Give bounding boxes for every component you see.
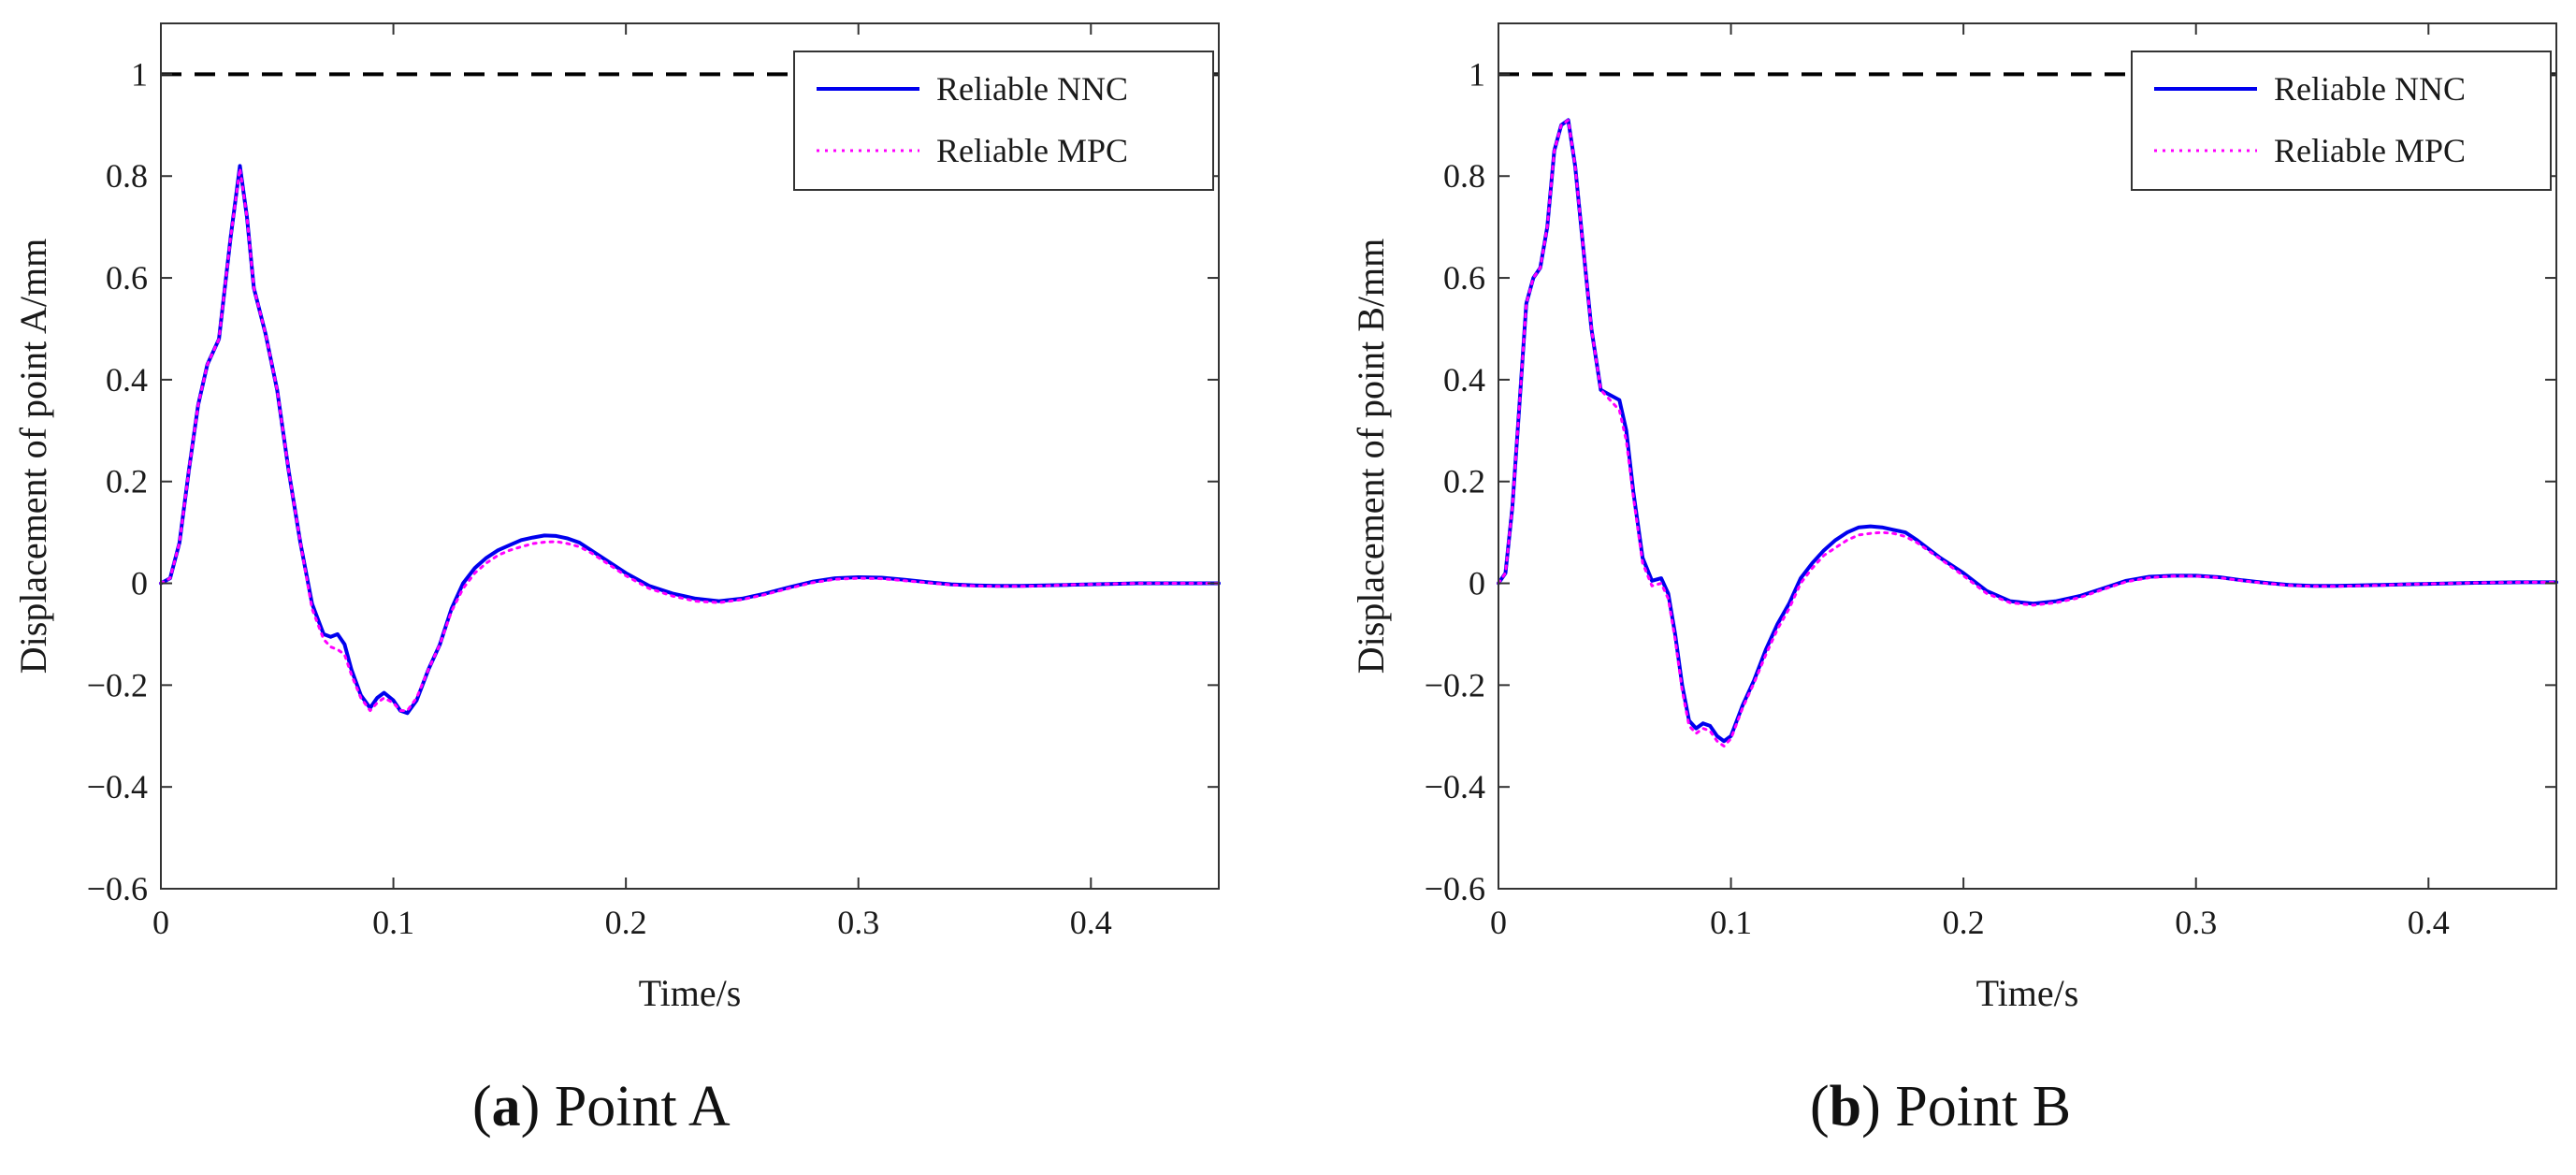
legend-box-a bbox=[793, 51, 1214, 191]
x-axis-label-a: Time/s bbox=[639, 972, 742, 1014]
y-tick-label-a: 0.8 bbox=[106, 157, 148, 195]
y-tick-label-b: −0.6 bbox=[1425, 870, 1485, 907]
y-axis-label-a: Displacement of point A/mm bbox=[12, 239, 54, 675]
plot-frame-b bbox=[1498, 22, 2557, 890]
chart-b: 0 0.1 0.2 0.3 0.4 −0.6 −0.4 −0.2 0 0.2 0.4 0.6 0.8 1 T… bbox=[1350, 22, 2558, 1014]
y-tick-label-a: −0.6 bbox=[87, 870, 148, 907]
y-axis-label-b: Displacement of point B/mm bbox=[1350, 239, 1392, 675]
y-tick-label-b: −0.4 bbox=[1425, 768, 1485, 805]
x-tick-label-b: 0.4 bbox=[2408, 904, 2450, 941]
series-line-nnc-a bbox=[159, 164, 1221, 716]
y-tick-label-b: 0.2 bbox=[1443, 463, 1485, 500]
legend-label-nnc-b: Reliable NNC bbox=[2274, 70, 2466, 108]
y-tick-label-b: 0 bbox=[1469, 565, 1485, 602]
x-tick-label-a: 0.4 bbox=[1070, 904, 1112, 941]
x-tick-label-a: 0.1 bbox=[372, 904, 414, 941]
x-tick-label-a: 0.3 bbox=[837, 904, 879, 941]
y-tick-label-a: 0.2 bbox=[106, 463, 148, 500]
x-axis-label-b: Time/s bbox=[1976, 972, 2079, 1014]
chart-a: 0 0.1 0.2 0.3 0.4 −0.6 −0.4 −0.2 0 0.2 0.4 0.6 0.8 1 T… bbox=[12, 22, 1221, 1014]
y-tick-label-a: −0.4 bbox=[87, 768, 148, 805]
y-tick-label-b: 0.4 bbox=[1443, 361, 1485, 399]
y-tick-label-a: 0.4 bbox=[106, 361, 148, 399]
legend-label-mpc-b: Reliable MPC bbox=[2274, 132, 2466, 169]
y-tick-label-b: 0.6 bbox=[1443, 259, 1485, 297]
y-tick-label-b: 1 bbox=[1469, 55, 1485, 93]
x-tick-label-a: 0 bbox=[152, 904, 169, 941]
series-line-nnc-b bbox=[1497, 118, 2558, 744]
legend-label-mpc-a: Reliable MPC bbox=[936, 132, 1128, 169]
caption-a: (a) Point A bbox=[472, 1075, 731, 1139]
y-tick-label-b: −0.2 bbox=[1425, 666, 1485, 704]
x-tick-label-b: 0.1 bbox=[1710, 904, 1752, 941]
plot-frame-a bbox=[160, 22, 1220, 890]
legend-box-b bbox=[2131, 51, 2552, 191]
y-tick-label-b: 0.8 bbox=[1443, 157, 1485, 195]
caption-b: (b) Point B bbox=[1810, 1075, 2072, 1139]
y-tick-label-a: 0.6 bbox=[106, 259, 148, 297]
series-line-mpc-a bbox=[159, 167, 1221, 713]
y-tick-label-a: −0.2 bbox=[87, 666, 148, 704]
x-tick-label-b: 0 bbox=[1490, 904, 1507, 941]
series-line-mpc-b bbox=[1497, 118, 2558, 748]
x-tick-label-b: 0.2 bbox=[1943, 904, 1985, 941]
legend-label-nnc-a: Reliable NNC bbox=[936, 70, 1128, 108]
x-tick-label-a: 0.2 bbox=[605, 904, 647, 941]
x-tick-label-b: 0.3 bbox=[2175, 904, 2217, 941]
y-tick-label-a: 0 bbox=[131, 565, 148, 602]
y-tick-label-a: 1 bbox=[131, 55, 148, 93]
